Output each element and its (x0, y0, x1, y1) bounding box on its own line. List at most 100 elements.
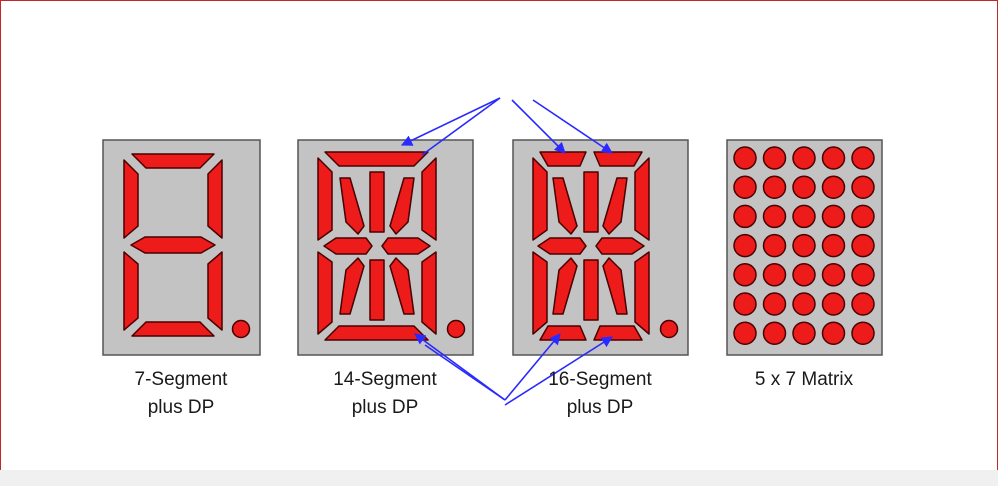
matrix-dot (851, 263, 875, 287)
arrow-bottom-14-cross (424, 344, 506, 401)
seg-left-upper (317, 157, 333, 241)
matrix-dot (821, 175, 846, 199)
caption-line2: plus DP (566, 397, 634, 418)
seg-g (130, 236, 216, 254)
seg-right-upper (634, 157, 650, 241)
seg-mid-left (537, 237, 587, 255)
matrix-dot (792, 321, 816, 345)
matrix-dot (733, 292, 757, 316)
matrix-dot (821, 321, 846, 345)
matrix-dot (821, 292, 846, 316)
seg-a (131, 153, 215, 169)
seven-segment-digit (123, 153, 251, 339)
matrix-dot (792, 292, 816, 316)
seg-mid-left (323, 237, 373, 255)
decimal-point (446, 319, 466, 339)
decimal-point (659, 319, 679, 339)
seg-diag-ur (602, 177, 628, 235)
matrix-dot (851, 233, 875, 258)
caption-line1: 14-Segment (333, 369, 437, 390)
seg-left-upper (532, 157, 548, 241)
seg-c (207, 251, 223, 331)
matrix-dot (762, 263, 787, 287)
matrix-dot (792, 233, 816, 258)
matrix-dot (733, 263, 757, 287)
seg-mid-right (595, 237, 645, 255)
seg-diag-lr (389, 257, 415, 315)
matrix-dot (792, 204, 816, 229)
matrix-dot (762, 146, 787, 170)
seg-vert-lower (369, 259, 385, 321)
arrow-bottom-16-right (504, 336, 613, 406)
seg-diag-ll (552, 257, 578, 315)
arrow-top-14-cross (421, 97, 501, 156)
matrix-dot (821, 263, 846, 287)
matrix-dot (851, 204, 875, 229)
matrix-dot (792, 175, 816, 199)
seg-diag-ul (339, 177, 365, 235)
matrix-dot (792, 146, 816, 170)
seg-diag-ll (339, 257, 365, 315)
seg-left-lower (532, 251, 548, 335)
seg-right-lower (421, 251, 437, 335)
matrix-dot (762, 233, 787, 258)
seg-right-upper (421, 157, 437, 241)
caption-7-segment: 7-Segment plus DP (81, 366, 281, 422)
seg-diag-lr (602, 257, 628, 315)
seg-b (207, 159, 223, 239)
seg-bottom-left (539, 325, 587, 341)
matrix-dot (821, 233, 846, 258)
seg-bottom-right (593, 325, 643, 341)
matrix-dot (762, 175, 787, 199)
matrix-dot (821, 204, 846, 229)
matrix-dots (733, 146, 875, 345)
matrix-dot (851, 292, 875, 316)
fourteen-segment-digit (317, 151, 466, 341)
matrix-dot (851, 146, 875, 170)
seg-bottom (324, 325, 429, 341)
seg-vert-upper (369, 171, 385, 233)
caption-line2: plus DP (351, 397, 419, 418)
matrix-dot (733, 321, 757, 345)
decimal-point (231, 319, 251, 339)
arrow-bottom-16-left (504, 333, 561, 401)
seg-e (123, 251, 139, 331)
seg-f (123, 159, 139, 239)
matrix-dot (792, 263, 816, 287)
caption-16-segment: 16-Segment plus DP (500, 366, 700, 422)
matrix-dot (762, 292, 787, 316)
matrix-dot (821, 146, 846, 170)
sixteen-segment-digit (532, 151, 679, 341)
pointer-arrows (400, 97, 613, 406)
seg-diag-ur (389, 177, 415, 235)
seg-top-left (539, 151, 587, 167)
arrow-top-16-left (511, 99, 566, 154)
seg-top-right (593, 151, 643, 167)
seg-diag-ul (552, 177, 578, 235)
matrix-dot (733, 146, 757, 170)
seg-top (324, 151, 429, 167)
matrix-dot (851, 321, 875, 345)
seg-left-lower (317, 251, 333, 335)
seg-mid-right (381, 237, 431, 255)
caption-line1: 5 x 7 Matrix (754, 369, 854, 390)
matrix-dot (851, 175, 875, 199)
arrow-top-16-right (532, 99, 613, 154)
matrix-dot (762, 204, 787, 229)
seg-vert-upper (583, 171, 599, 233)
caption-line1: 7-Segment (134, 369, 228, 390)
seg-right-lower (634, 251, 650, 335)
seg-d (131, 321, 215, 337)
caption-line1: 16-Segment (548, 369, 652, 390)
caption-14-segment: 14-Segment plus DP (285, 366, 485, 422)
arrow-top-14 (400, 97, 501, 146)
matrix-dot (733, 233, 757, 258)
matrix-dot (733, 204, 757, 229)
seg-vert-lower (583, 259, 599, 321)
matrix-dot (762, 321, 787, 345)
bottom-strip (0, 470, 998, 486)
caption-line2: plus DP (147, 397, 215, 418)
matrix-dot (733, 175, 757, 199)
caption-matrix: 5 x 7 Matrix (704, 366, 904, 394)
